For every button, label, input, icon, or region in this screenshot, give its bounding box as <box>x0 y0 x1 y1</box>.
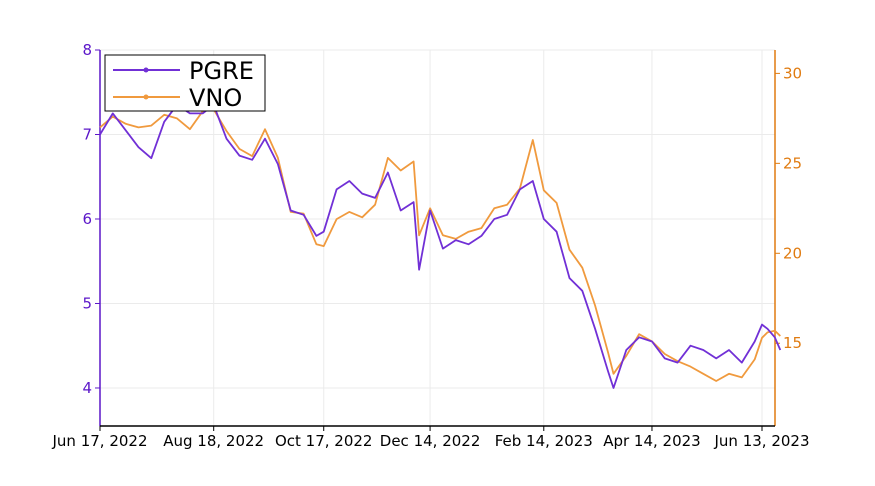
right-tick-label: 25 <box>783 154 802 172</box>
plot-area <box>100 50 775 426</box>
left-tick-label: 4 <box>82 379 92 397</box>
x-tick-label: Dec 14, 2022 <box>380 432 481 450</box>
x-tick-label: Jun 17, 2022 <box>51 432 147 450</box>
legend-label-vno: VNO <box>189 84 242 112</box>
left-tick-label: 5 <box>82 294 92 312</box>
right-tick-label: 15 <box>783 334 802 352</box>
x-tick-label: Apr 14, 2023 <box>603 432 701 450</box>
left-tick-label: 7 <box>82 125 92 143</box>
grid-lines <box>99 49 775 426</box>
left-tick-label: 8 <box>82 41 92 59</box>
left-tick-label: 6 <box>82 210 92 228</box>
legend-marker-vno <box>143 94 149 100</box>
x-tick-label: Aug 18, 2022 <box>163 432 264 450</box>
series-line-pgre <box>99 104 782 389</box>
legend-box <box>104 54 266 112</box>
x-tick-label: Feb 14, 2023 <box>495 432 593 450</box>
legend-label-pgre: PGRE <box>189 57 254 85</box>
right-tick-label: 30 <box>783 64 802 82</box>
legend-marker-pgre <box>143 67 149 73</box>
x-tick-label: Oct 17, 2022 <box>275 432 373 450</box>
x-tick-label: Jun 13, 2023 <box>713 432 809 450</box>
right-tick-label: 20 <box>783 244 802 262</box>
